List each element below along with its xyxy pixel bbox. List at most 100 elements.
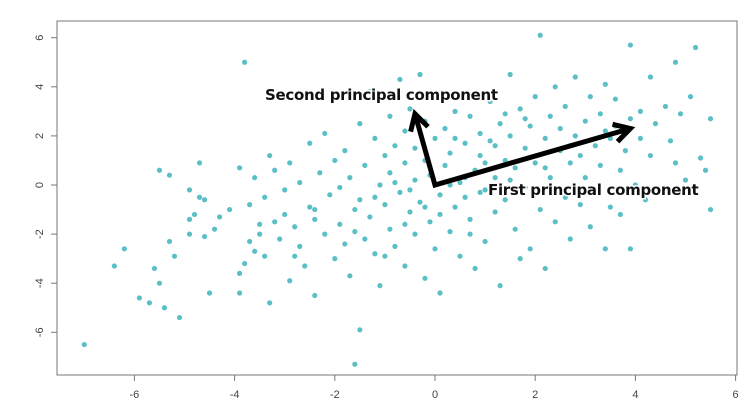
annotation-arrows — [408, 108, 636, 189]
data-point — [512, 226, 518, 232]
data-point — [372, 251, 378, 257]
data-point — [647, 74, 654, 80]
data-point — [332, 157, 338, 164]
data-point — [357, 121, 363, 127]
data-point — [322, 231, 328, 237]
data-point — [527, 123, 533, 129]
data-point — [672, 59, 679, 65]
data-point — [242, 59, 248, 65]
data-point — [237, 165, 243, 171]
data-point — [196, 160, 203, 166]
data-point — [552, 219, 558, 225]
data-point — [292, 224, 298, 230]
y-tick-label: 0 — [34, 182, 46, 188]
data-point — [522, 116, 528, 122]
data-point — [597, 162, 603, 168]
data-point — [327, 192, 333, 198]
data-point — [156, 167, 163, 173]
data-point — [552, 84, 558, 90]
data-point — [502, 197, 508, 203]
data-point — [547, 175, 553, 181]
data-point — [372, 135, 378, 141]
data-point — [397, 189, 403, 195]
data-point — [472, 265, 478, 272]
data-point — [577, 202, 583, 208]
data-point — [477, 152, 483, 159]
data-point — [507, 133, 513, 139]
data-point — [242, 260, 248, 267]
data-point — [367, 89, 373, 95]
data-point — [577, 152, 583, 159]
x-tick-label: -4 — [230, 389, 240, 401]
data-point — [272, 219, 278, 225]
data-point — [492, 209, 498, 215]
data-point — [642, 197, 649, 203]
data-point — [697, 155, 704, 161]
x-tick-label: -2 — [330, 389, 340, 401]
data-point — [161, 305, 168, 311]
data-point — [447, 182, 453, 188]
data-point — [437, 290, 443, 296]
data-point — [196, 194, 203, 200]
data-point — [332, 256, 338, 262]
plot-frame — [56, 20, 738, 376]
data-point — [567, 236, 573, 242]
data-point — [562, 103, 568, 110]
data-point — [612, 96, 618, 102]
data-point — [347, 273, 353, 279]
data-point — [707, 116, 714, 122]
data-point — [647, 152, 654, 159]
data-point — [201, 197, 208, 203]
data-point — [191, 211, 198, 218]
data-point — [477, 130, 483, 137]
data-point — [497, 121, 503, 127]
data-point — [347, 175, 353, 181]
data-point — [592, 143, 598, 149]
data-point — [617, 211, 623, 218]
data-point — [287, 160, 293, 166]
data-point — [402, 263, 408, 269]
data-point — [622, 148, 628, 154]
data-point — [662, 103, 669, 110]
data-point — [427, 219, 433, 225]
data-point — [537, 206, 543, 213]
data-point — [342, 241, 348, 247]
data-point — [637, 135, 644, 141]
data-point — [166, 172, 173, 178]
data-point — [302, 263, 308, 269]
data-point — [402, 160, 408, 166]
second-pc-arrowhead — [408, 108, 430, 133]
x-tick-label: 2 — [532, 389, 538, 401]
data-point — [237, 270, 243, 276]
data-point — [287, 278, 293, 284]
x-tick-label: 6 — [733, 389, 739, 401]
data-point — [377, 182, 383, 188]
data-point — [206, 290, 213, 296]
data-point — [517, 106, 523, 112]
data-point — [447, 150, 453, 156]
data-point — [297, 179, 303, 186]
data-point — [387, 113, 393, 119]
data-point — [402, 128, 408, 134]
data-point — [407, 106, 413, 112]
data-point — [582, 118, 588, 124]
data-point — [186, 216, 193, 222]
y-tick-label: -4 — [34, 278, 46, 288]
data-point — [352, 361, 358, 367]
data-point — [362, 236, 368, 242]
data-point — [672, 160, 679, 166]
y-tick-label: -2 — [34, 229, 46, 239]
data-point — [307, 204, 313, 210]
data-point — [432, 135, 438, 141]
data-point — [216, 214, 223, 220]
data-point — [442, 162, 448, 168]
data-point — [487, 98, 493, 105]
data-point — [542, 135, 548, 141]
data-point — [422, 275, 428, 281]
data-point — [527, 246, 533, 252]
data-point — [517, 256, 523, 262]
data-point — [247, 238, 253, 245]
data-point — [367, 214, 373, 220]
data-point — [442, 125, 448, 132]
data-point — [627, 42, 633, 48]
